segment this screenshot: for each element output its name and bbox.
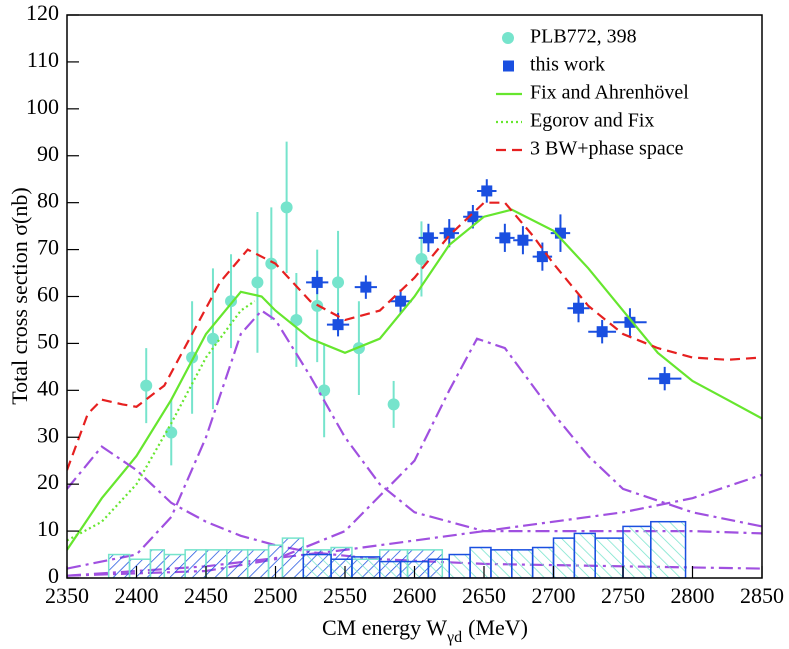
sys-error-bar [128,558,152,578]
data-point [165,426,178,439]
sys-error-bar [107,553,131,578]
sys-error-bar [622,525,652,578]
sys-error-bar [379,560,402,578]
sys-error-bar [427,558,450,578]
x-tick-label: 2700 [532,583,576,608]
data-point [360,281,372,293]
data-point [140,379,153,392]
data-point [499,232,511,244]
sys-error-bar [469,546,492,578]
x-tick-label: 2850 [740,583,784,608]
sys-error-bar [573,532,596,578]
data-point [395,295,407,307]
legend-entry: Fix and Ahrenhövel [496,82,689,104]
sys-error-bar [552,537,576,578]
data-point [415,252,428,265]
y-tick-label: 0 [48,563,59,588]
data-point [573,302,585,314]
data-point [467,211,479,223]
x-tick-label: 2600 [393,583,437,608]
data-point [443,227,455,239]
x-tick-label: 2450 [184,583,228,608]
x-axis-label: CM energy Wγd (MeV) [322,615,528,646]
x-label-sub: γd [446,629,462,646]
data-point [596,326,608,338]
plot-area [67,141,762,578]
legend-marker [502,32,514,44]
data-point [206,332,219,345]
legend-marker [503,60,514,72]
data-point [517,234,529,246]
legend-entry: this work [503,54,605,76]
sys-error-bar [650,520,687,578]
data-point [387,398,400,411]
sys-error-bar [281,537,305,578]
y-tick-label: 110 [27,47,59,72]
data-point [659,373,671,385]
data-point [332,319,344,331]
data-point [554,227,566,239]
data-point [225,295,238,308]
x-tick-label: 2350 [45,583,89,608]
data-point [332,276,345,289]
sys-error-bar [302,553,332,578]
y-tick-label: 20 [37,469,59,494]
data-point [265,257,278,270]
data-point [251,276,264,289]
data-point [624,316,636,328]
data-point [481,185,493,197]
sys-error-bar [330,558,353,578]
y-tick-label: 80 [37,188,59,213]
data-point [536,251,548,263]
y-tick-label: 70 [37,235,59,260]
x-label-unit: (MeV) [468,615,528,640]
y-tick-label: 40 [37,375,59,400]
sys-error-bar [594,537,624,578]
sys-error-bar [448,553,471,578]
legend-label: PLB772, 398 [530,26,637,48]
y-tick-label: 100 [26,94,59,119]
sys-error-bar [184,549,207,578]
sys-error-bar [531,546,555,578]
legend-entry: PLB772, 398 [502,26,637,48]
curve [67,300,256,542]
legend-label: Egorov and Fix [530,110,654,132]
sys-error-bar [351,556,381,578]
x-tick-label: 2400 [115,583,159,608]
y-tick-label: 30 [37,422,59,447]
x-tick-label: 2550 [323,583,367,608]
y-tick-label: 10 [37,516,59,541]
sys-error-bar [149,549,166,578]
sys-error-bar [246,549,270,578]
curve [67,201,762,471]
y-tick-label: 120 [26,0,59,25]
data-point [422,232,434,244]
data-point [311,276,323,288]
legend-entry: Egorov and Fix [496,110,654,132]
y-tick-label: 90 [37,141,59,166]
x-tick-label: 2500 [254,583,298,608]
data-point [290,313,303,326]
sys-error-bar [226,549,249,578]
legend-label: Fix and Ahrenhövel [530,82,689,104]
legend-entry: 3 BW+phase space [496,138,684,160]
data-point [280,201,293,214]
x-tick-label: 2750 [601,583,645,608]
legend-label: this work [530,54,605,76]
y-tick-label: 60 [37,282,59,307]
sys-error-bar [511,549,534,578]
y-tick-label: 50 [37,328,59,353]
curve [67,208,762,551]
x-tick-label: 2800 [671,583,715,608]
x-tick-label: 2650 [462,583,506,608]
sys-error-bar [490,549,513,578]
legend-label: 3 BW+phase space [530,138,684,160]
curve [67,309,762,570]
x-label-main: CM energy W [322,615,447,640]
sys-error-bar [205,549,228,578]
y-axis-label: Total cross section σ(nb) [7,187,32,404]
sys-error-bar [163,553,186,578]
